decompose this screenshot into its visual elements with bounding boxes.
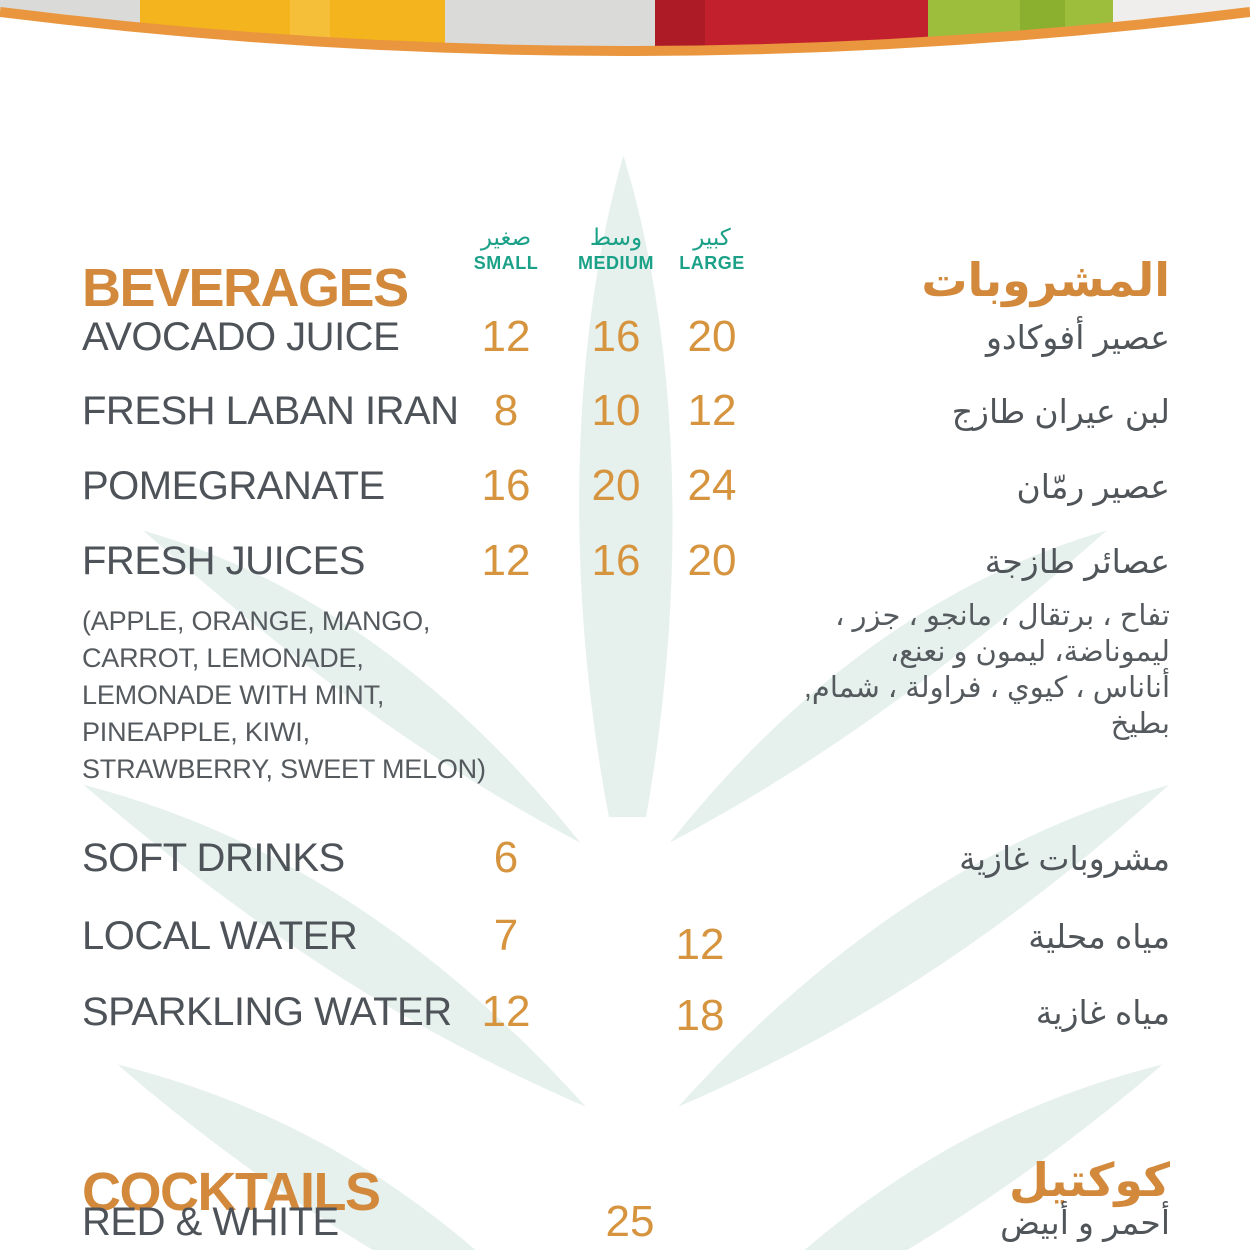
size-label-large-arabic: كبير — [693, 224, 731, 250]
price-small: 6 — [493, 833, 519, 882]
menu-item-fresh-juices: FRESH JUICES 12 16 20 عصائر طازجة — [82, 537, 1170, 585]
item-name-english: FRESH LABAN IRAN — [82, 389, 459, 433]
green-juice-shade — [1020, 0, 1065, 49]
size-column-header-large: كبير LARGE — [652, 222, 772, 275]
price-medium: 16 — [591, 536, 641, 585]
price-large: 20 — [687, 312, 737, 361]
size-label-medium-english: MEDIUM — [578, 253, 654, 273]
price-large: 20 — [687, 536, 737, 585]
watermark-right-leaf-2 — [619, 747, 1228, 1153]
item-name-english: FRESH JUICES — [82, 539, 365, 583]
price-small: 12 — [481, 536, 531, 585]
watermark-right-leaf-3 — [765, 1027, 1223, 1250]
item-name-english: RED & WHITE — [82, 1200, 339, 1244]
price-large: 18 — [675, 991, 725, 1040]
item-name-arabic: أحمر و أبيض — [1000, 1204, 1170, 1241]
menu-item-avocado-juice: AVOCADO JUICE 12 16 20 عصير أفوكادو — [82, 313, 1170, 361]
price-large: 12 — [675, 920, 725, 969]
price-small: 12 — [481, 312, 531, 361]
size-column-header-medium: وسط MEDIUM — [556, 222, 676, 275]
beverages-section-title: BEVERAGES — [82, 258, 409, 319]
price-small: 16 — [481, 461, 531, 510]
header-photo-strip — [0, 0, 1250, 56]
watermark-left-leaf-3 — [57, 1027, 515, 1250]
yellow-juice-highlight — [290, 0, 330, 49]
menu-item-red-and-white: RED & WHITE 25 أحمر و أبيض — [82, 1198, 1170, 1246]
orange-curve-border — [0, 7, 1250, 56]
item-name-english: LOCAL WATER — [82, 914, 358, 958]
size-label-small-english: SMALL — [473, 253, 539, 273]
price-large: 12 — [687, 386, 737, 435]
size-column-header-small: صغير SMALL — [446, 222, 566, 275]
menu-item-soft-drinks: SOFT DRINKS 6 مشروبات غازية — [82, 834, 1170, 882]
price-medium: 20 — [591, 461, 641, 510]
item-name-english: SOFT DRINKS — [82, 836, 345, 880]
menu-item-local-water: LOCAL WATER 7 12 مياه محلية — [82, 911, 1170, 969]
price-small: 8 — [493, 386, 519, 435]
item-name-english: SPARKLING WATER — [82, 990, 452, 1034]
watermark-stem-gap — [606, 819, 659, 1250]
item-name-arabic: مياه محلية — [1028, 918, 1170, 955]
item-name-arabic: مشروبات غازية — [959, 840, 1170, 877]
item-name-arabic: عصائر طازجة — [984, 543, 1170, 580]
menu-item-fresh-laban-iran: FRESH LABAN IRAN 8 10 12 لبن عيران طازج — [82, 387, 1170, 435]
item-name-arabic: مياه غازية — [1035, 994, 1170, 1031]
size-label-large-english: LARGE — [679, 253, 745, 273]
menu-item-sparkling-water: SPARKLING WATER 12 18 مياه غازية — [82, 987, 1170, 1040]
beverages-section-title-arabic: المشروبات — [921, 253, 1170, 306]
cocktails-section-title-arabic: كوكتيل — [1009, 1153, 1170, 1206]
price-large: 24 — [687, 461, 737, 510]
price-small: 7 — [493, 911, 519, 960]
price-medium: 10 — [591, 386, 641, 435]
item-name-english: AVOCADO JUICE — [82, 315, 400, 359]
cocktails-section-title: COCKTAILS — [82, 1162, 381, 1223]
item-name-arabic: لبن عيران طازج — [951, 393, 1170, 430]
watermark-left-leaf-2 — [22, 747, 645, 1153]
price-medium: 25 — [605, 1197, 655, 1246]
watermark-left-leaf-1 — [82, 492, 638, 893]
red-juice-shade — [655, 0, 705, 49]
watermark-right-leaf-1 — [612, 492, 1168, 893]
menu-item-pomegranate: POMEGRANATE 16 20 24 عصير رمّان — [82, 462, 1170, 510]
size-label-small-arabic: صغير — [480, 224, 532, 250]
fresh-juices-flavors-note-english: (APPLE, ORANGE, MANGO, CARROT, LEMONADE,… — [82, 606, 486, 784]
item-name-english: POMEGRANATE — [82, 464, 385, 508]
price-small: 12 — [481, 987, 531, 1036]
item-name-arabic: عصير أفوكادو — [985, 319, 1170, 356]
fresh-juices-flavors-note-arabic: تفاح ، برتقال ، مانجو ، جزر ، ليموناضة، … — [803, 600, 1170, 740]
size-label-medium-arabic: وسط — [589, 224, 643, 250]
item-name-arabic: عصير رمّان — [1016, 468, 1170, 505]
price-medium: 16 — [591, 312, 641, 361]
